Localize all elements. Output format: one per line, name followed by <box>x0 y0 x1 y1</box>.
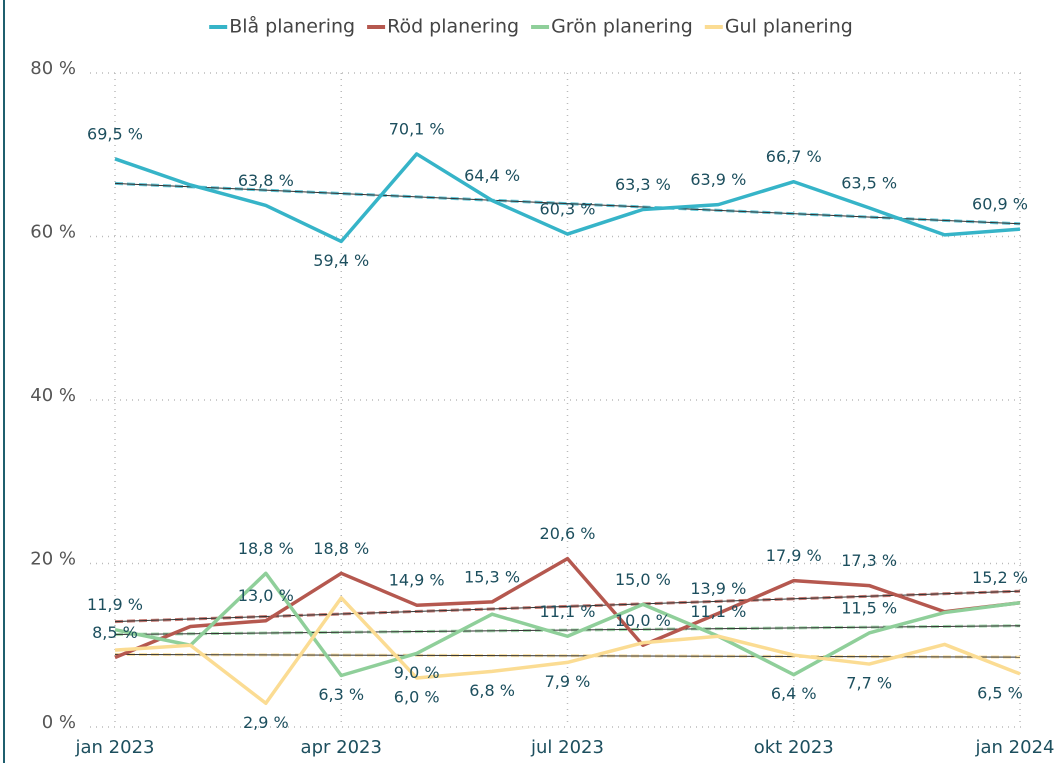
data-label: 15,2 % <box>972 568 1028 587</box>
data-label: 20,6 % <box>540 524 596 543</box>
trend-line <box>114 653 1021 658</box>
legend-label: Röd planering <box>387 16 519 38</box>
data-label: 6,3 % <box>318 685 364 704</box>
legend-item: Röd planering <box>367 16 519 38</box>
data-label: 63,3 % <box>615 175 671 194</box>
data-label: 6,0 % <box>394 687 440 706</box>
data-label: 70,1 % <box>389 119 445 138</box>
series-line <box>114 152 1021 244</box>
legend-item: Gul planering <box>704 16 853 38</box>
data-label: 11,9 % <box>87 595 143 614</box>
y-tick-label: 40 % <box>30 385 76 406</box>
data-label: 7,9 % <box>545 672 591 691</box>
data-label: 60,9 % <box>972 195 1028 214</box>
x-tick-label: jan 2024 <box>975 737 1055 758</box>
data-label: 17,9 % <box>766 546 822 565</box>
legend-label: Blå planering <box>229 15 355 38</box>
data-label: 10,0 % <box>615 611 671 630</box>
data-label: 60,3 % <box>540 200 596 219</box>
y-tick-label: 60 % <box>30 222 76 243</box>
trend-line <box>114 182 1021 225</box>
data-label: 63,9 % <box>690 170 746 189</box>
data-label: 18,8 % <box>313 539 369 558</box>
data-label: 69,5 % <box>87 124 143 143</box>
trend-line <box>114 590 1021 623</box>
x-tick-label: okt 2023 <box>754 737 834 758</box>
data-label: 7,7 % <box>846 674 892 693</box>
data-label: 15,3 % <box>464 567 520 586</box>
x-tick-label: jan 2023 <box>75 737 155 758</box>
y-tick-label: 0 % <box>42 712 76 733</box>
series-line <box>114 571 1021 678</box>
data-label: 14,9 % <box>389 571 445 590</box>
legend-item: Grön planering <box>531 16 693 38</box>
trend-line <box>114 625 1021 635</box>
y-tick-label: 80 % <box>30 58 76 79</box>
data-label: 66,7 % <box>766 147 822 166</box>
legend-label: Grön planering <box>551 16 693 38</box>
data-label: 63,8 % <box>238 171 294 190</box>
data-label: 9,0 % <box>394 663 440 682</box>
data-label: 64,4 % <box>464 166 520 185</box>
legend-label: Gul planering <box>725 16 853 38</box>
legend-item: Blå planering <box>209 15 355 38</box>
data-label: 11,1 % <box>690 602 746 621</box>
x-tick-label: apr 2023 <box>301 737 382 758</box>
data-label: 63,5 % <box>841 173 897 192</box>
data-label: 13,0 % <box>238 586 294 605</box>
data-label: 2,9 % <box>243 713 289 732</box>
data-label: 11,5 % <box>841 598 897 617</box>
data-label: 17,3 % <box>841 551 897 570</box>
series-line <box>114 596 1021 706</box>
y-tick-label: 20 % <box>30 549 76 570</box>
data-label: 11,1 % <box>540 602 596 621</box>
data-label: 8,5 % <box>92 623 138 642</box>
data-label: 18,8 % <box>238 539 294 558</box>
data-label: 59,4 % <box>313 251 369 270</box>
data-label: 6,8 % <box>469 681 515 700</box>
series-line <box>114 556 1021 660</box>
data-label: 6,5 % <box>977 683 1023 702</box>
data-label: 15,0 % <box>615 570 671 589</box>
data-label: 13,9 % <box>690 579 746 598</box>
data-label: 6,4 % <box>771 684 817 703</box>
x-tick-label: jul 2023 <box>530 737 604 758</box>
